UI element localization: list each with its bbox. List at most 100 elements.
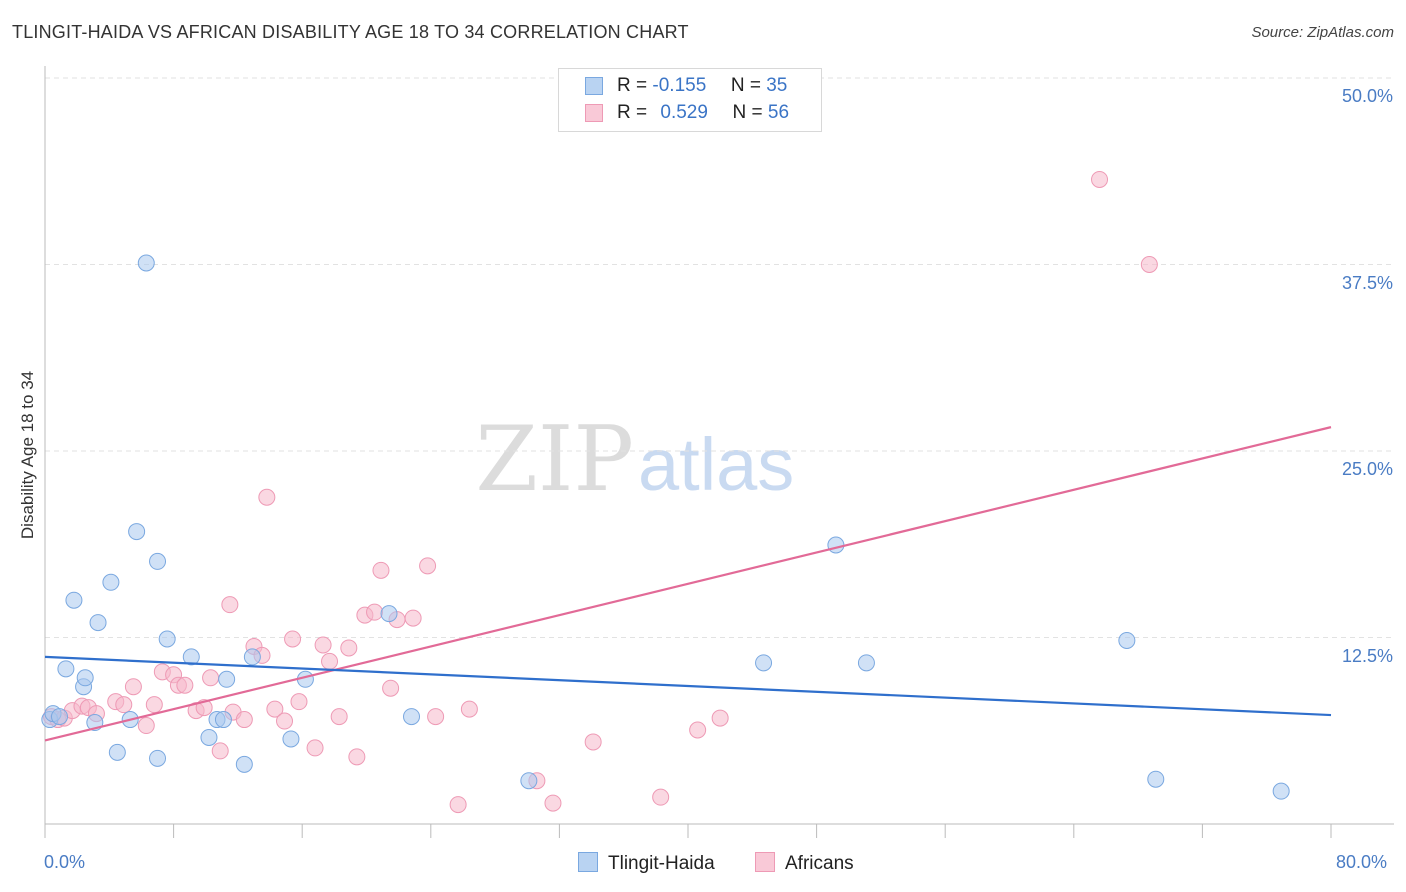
africans-point	[419, 557, 437, 575]
africans-point	[330, 708, 348, 726]
tlingit-haida-points	[41, 254, 1290, 800]
africans-point	[1140, 256, 1158, 273]
correlation-legend: R = -0.155 N = 35 R = 0.529 N = 56	[558, 68, 822, 132]
bottom-legend-tlingit-haida: Tlingit-Haida	[578, 852, 715, 875]
bottom-legend-swatch-pink	[755, 852, 775, 872]
axes	[44, 66, 1394, 838]
tlingit-haida-point	[128, 523, 146, 541]
y-tick-label: 50.0%	[1341, 86, 1393, 106]
legend-swatch-pink	[585, 104, 603, 122]
africans-point	[404, 609, 422, 627]
tlingit-haida-point	[857, 654, 875, 672]
legend-stats-africans: R = 0.529 N = 56	[617, 102, 789, 124]
legend-stats-tlingit-haida: R = -0.155 N = 35	[617, 75, 787, 97]
africans-point	[366, 603, 384, 621]
x-tick-min: 0.0%	[44, 852, 86, 872]
africans-point	[382, 679, 400, 697]
tlingit-haida-point	[218, 670, 236, 688]
chart-title: TLINGIT-HAIDA VS AFRICAN DISABILITY AGE …	[12, 22, 689, 42]
tlingit-haida-point	[403, 708, 421, 726]
legend-r-label: R =	[617, 102, 648, 123]
africans-point	[427, 708, 445, 726]
legend-n-value: 56	[767, 102, 790, 123]
source-label: Source: ZipAtlas.com	[1251, 24, 1394, 41]
legend-r-value: 0.529	[660, 102, 708, 123]
y-tick-label: 25.0%	[1341, 459, 1393, 479]
trend-lines	[44, 426, 1332, 742]
africans-point	[115, 696, 133, 714]
bottom-legend-label-tlingit-haida: Tlingit-Haida	[608, 853, 715, 874]
bottom-legend-label-africans: Africans	[785, 853, 854, 874]
tlingit-haida-point	[182, 648, 200, 666]
africans-point	[314, 636, 332, 654]
legend-swatch-blue	[585, 77, 603, 95]
tlingit-haida-point	[149, 552, 167, 570]
tlingit-haida-point	[65, 591, 83, 609]
tlingit-haida-point	[755, 654, 773, 672]
africans-point	[284, 630, 302, 648]
tlingit-haida-point	[1272, 782, 1290, 800]
tlingit-haida-point	[200, 728, 218, 746]
africans-point	[584, 733, 602, 751]
legend-n-value: 35	[766, 75, 788, 96]
africans-point	[124, 678, 142, 696]
tlingit-haida-point	[520, 772, 538, 790]
tlingit-haida-point	[380, 605, 398, 623]
bottom-legend-africans: Africans	[755, 852, 854, 875]
africans-point	[372, 561, 390, 579]
legend-r-label: R =	[617, 75, 648, 96]
tlingit-haida-point	[76, 669, 94, 687]
tlingit-haida-trend-line	[44, 655, 1332, 717]
tlingit-haida-point	[235, 755, 253, 773]
africans-point	[348, 748, 366, 766]
africans-point	[221, 596, 239, 614]
africans-point	[258, 488, 276, 506]
x-tick-max: 80.0%	[1336, 852, 1388, 872]
africans-point	[290, 693, 308, 711]
y-tick-label: 12.5%	[1341, 645, 1393, 666]
africans-point	[544, 794, 562, 812]
africans-point	[306, 739, 324, 757]
tlingit-haida-point	[137, 254, 155, 272]
africans-point	[235, 711, 253, 729]
legend-n-label: N =	[730, 75, 761, 96]
tlingit-haida-point	[158, 630, 176, 648]
legend-n-label: N =	[732, 102, 763, 123]
africans-point	[460, 700, 478, 718]
zipatlas-watermark: ZIP atlas	[475, 407, 794, 512]
tlingit-haida-point	[243, 648, 261, 666]
tlingit-haida-point	[50, 708, 68, 726]
tlingit-haida-point	[827, 536, 845, 554]
africans-point	[711, 709, 729, 727]
africans-point	[340, 639, 358, 657]
tlingit-haida-point	[1147, 770, 1165, 788]
y-tick-label: 37.5%	[1341, 272, 1393, 293]
tlingit-haida-point	[1118, 631, 1136, 649]
tlingit-haida-point	[282, 730, 300, 748]
tlingit-haida-point	[89, 614, 107, 632]
watermark-zip: ZIP	[475, 407, 634, 512]
tlingit-haida-point	[149, 749, 167, 767]
tlingit-haida-point	[214, 711, 232, 729]
africans-point	[211, 742, 229, 760]
gridlines	[45, 77, 1394, 638]
legend-r-value: -0.155	[652, 75, 707, 96]
africans-point	[266, 700, 284, 718]
africans-point	[652, 788, 670, 806]
africans-point	[276, 712, 294, 730]
africans-point	[689, 721, 707, 739]
africans-point	[449, 796, 467, 814]
africans-point	[137, 717, 155, 735]
watermark-atlas: atlas	[638, 423, 794, 506]
africans-trend-line	[44, 426, 1332, 742]
bottom-legend-swatch-blue	[578, 852, 598, 872]
africans-point	[1091, 170, 1109, 188]
tlingit-haida-point	[102, 573, 120, 591]
africans-point	[202, 669, 220, 687]
tlingit-haida-point	[57, 660, 75, 678]
africans-point	[145, 696, 163, 714]
africans-point	[176, 676, 194, 694]
tlingit-haida-point	[108, 743, 126, 761]
africans-point	[321, 652, 339, 670]
